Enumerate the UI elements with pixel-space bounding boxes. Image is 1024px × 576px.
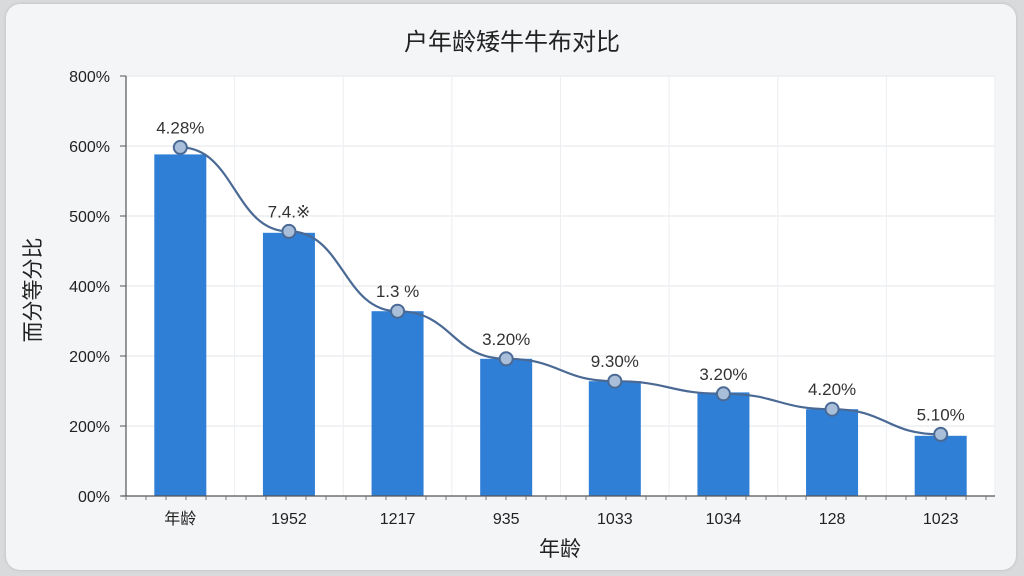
- data-label: 4.28%: [156, 118, 204, 137]
- bar: [480, 358, 533, 496]
- grid: [125, 75, 996, 497]
- x-axis-label: 年龄: [539, 538, 581, 561]
- y-axis-label: 而分等分比: [22, 238, 45, 343]
- bar: [588, 381, 641, 496]
- line-point: [172, 139, 188, 155]
- data-label: 5.10%: [917, 405, 965, 424]
- x-tick-label: 1217: [380, 511, 416, 528]
- y-tick-label: 00%: [78, 489, 110, 506]
- x-tick-label: 1033: [597, 511, 633, 528]
- y-tick-label: 200%: [69, 419, 110, 436]
- line-point: [281, 223, 297, 239]
- chart-title: 户年龄矮牛牛布对比: [404, 29, 620, 56]
- bar: [154, 154, 207, 496]
- y-tick-label: 600%: [69, 139, 110, 156]
- trend-line-group: [172, 139, 949, 442]
- data-label: 3.20%: [699, 365, 747, 384]
- line-point: [933, 426, 949, 442]
- x-tick-label: 1034: [706, 511, 742, 528]
- data-label: 4.20%: [808, 380, 856, 399]
- bar: [914, 435, 967, 496]
- y-tick-label: 400%: [69, 279, 110, 296]
- bar: [806, 409, 859, 496]
- data-label: 3.20%: [482, 330, 530, 349]
- y-tick-label: 200%: [69, 349, 110, 366]
- line-point: [607, 373, 623, 389]
- x-tick-label: 年龄: [164, 510, 196, 528]
- line-point: [715, 386, 731, 402]
- data-label: 9.30%: [591, 352, 639, 371]
- axes: 00% 200% 200% 400% 500% 600% 800% 年龄 1952 1217 935…: [69, 69, 995, 528]
- bars: [154, 154, 967, 497]
- data-labels: 4.28% 7.4.※ 1.3 % 3.20% 9.30% 3.20% 4.20% 5.10%: [156, 118, 965, 424]
- y-tick-label: 800%: [69, 69, 110, 86]
- bar: [697, 392, 750, 496]
- x-tick-label: 1023: [923, 511, 959, 528]
- line-point: [390, 303, 406, 319]
- line-point: [824, 401, 840, 417]
- x-tick-label: 1952: [271, 511, 307, 528]
- bar: [371, 311, 424, 496]
- data-label: 7.4.※: [268, 202, 311, 221]
- y-tick-label: 500%: [69, 209, 110, 226]
- data-label: 1.3 %: [376, 282, 419, 301]
- x-tick-label: 128: [819, 511, 846, 528]
- x-tick-label: 935: [493, 511, 520, 528]
- bar: [262, 232, 315, 497]
- line-point: [498, 351, 514, 367]
